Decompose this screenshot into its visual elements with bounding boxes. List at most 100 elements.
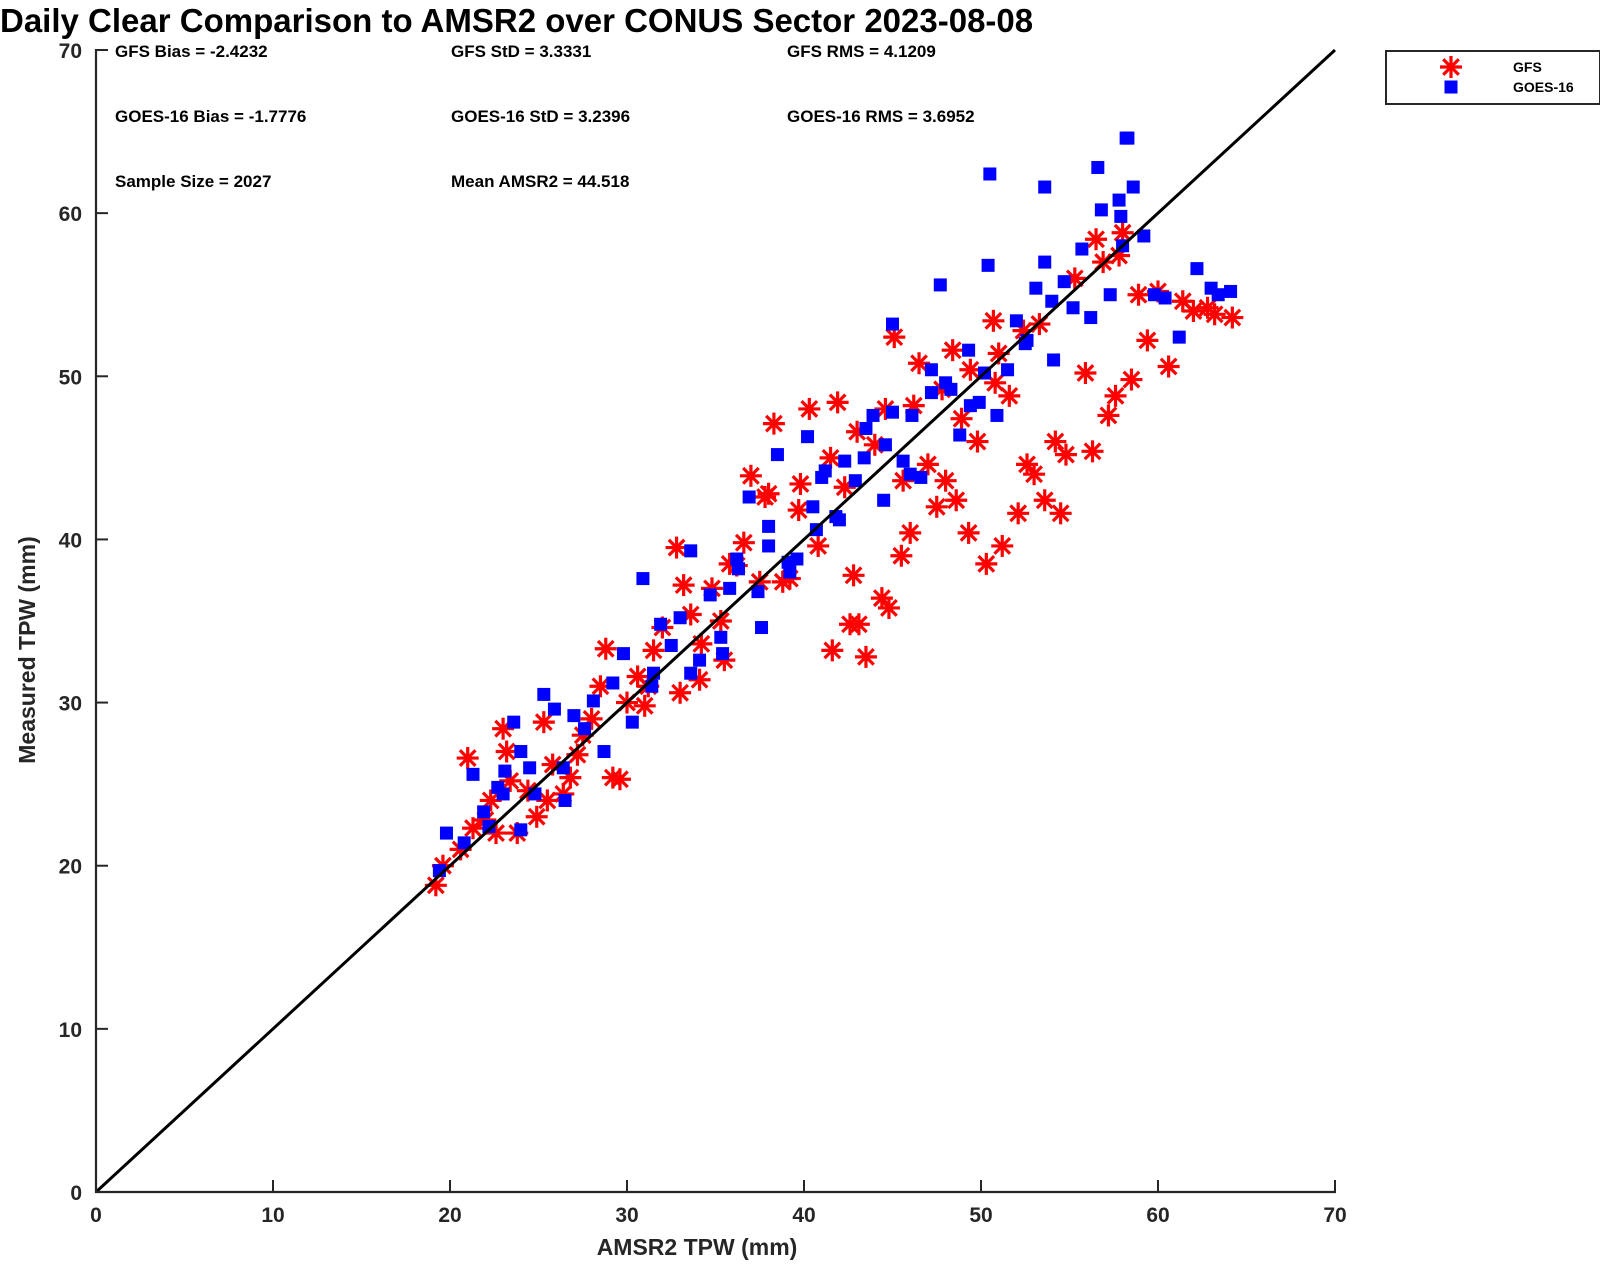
gfs-point — [1104, 384, 1127, 407]
goes-16-point — [1084, 311, 1098, 325]
legend-label: GOES-16 — [1513, 79, 1574, 95]
legend: GFS GOES-16 — [1385, 50, 1600, 105]
y-tick-label: 60 — [59, 203, 82, 226]
goes-16-point — [1158, 291, 1172, 305]
gfs-point — [899, 521, 922, 544]
gfs-point — [1203, 303, 1226, 326]
goes-16-point — [714, 630, 728, 644]
goes-16-point — [924, 386, 938, 400]
goes-16-point — [732, 562, 746, 576]
goes-16-point — [654, 617, 668, 631]
goes-16-point — [770, 448, 784, 462]
reference-line — [94, 48, 1337, 1194]
legend-box — [1385, 50, 1600, 105]
stat-text: GOES-16 StD = 3.2396 — [451, 107, 630, 126]
gfs-point — [672, 574, 695, 597]
gfs-point — [890, 544, 913, 567]
gfs-point — [877, 596, 900, 619]
gfs-point — [950, 407, 973, 430]
gfs-point — [479, 789, 502, 812]
gfs-point — [1054, 443, 1077, 466]
gfs-point — [485, 822, 508, 845]
goes-16-point — [790, 552, 804, 566]
gfs-point — [1120, 368, 1143, 391]
stat-text: GFS StD = 3.3331 — [451, 42, 591, 61]
gfs-point — [787, 499, 810, 522]
x-tick-label: 10 — [261, 1204, 284, 1227]
x-tick-label: 40 — [792, 1204, 815, 1227]
gfs-point — [762, 412, 785, 435]
goes-16-point — [684, 666, 698, 680]
gfs-point — [713, 649, 736, 672]
y-ticks: 0 10 20 30 40 50 60 70 — [59, 40, 108, 1205]
goes-16-point — [1038, 255, 1052, 269]
x-tick-label: 60 — [1146, 1204, 1169, 1227]
goes-16-point — [1094, 203, 1108, 217]
gfs-point — [959, 358, 982, 381]
goes-16-point — [801, 430, 815, 444]
gfs-point — [732, 531, 755, 554]
goes-16-point — [1038, 180, 1052, 194]
stat-text: GFS RMS = 4.1209 — [787, 42, 936, 61]
goes-16-point — [1147, 288, 1161, 302]
gfs-point — [589, 675, 612, 698]
goes-16-point — [806, 500, 820, 514]
gfs-point — [1049, 502, 1072, 525]
stat-text: GOES-16 Bias = -1.7776 — [115, 107, 306, 126]
goes-16-point — [673, 611, 687, 625]
goes-16-point — [1075, 242, 1089, 256]
y-axis-label: Measured TPW (mm) — [14, 536, 40, 763]
goes-16-point — [1066, 301, 1080, 315]
goes-16-point — [1137, 229, 1151, 243]
goes-16-point — [477, 805, 491, 819]
goes-16-point — [1172, 330, 1186, 344]
y-tick-label: 40 — [59, 529, 82, 552]
gfs-point — [1085, 228, 1108, 251]
goes-16-point — [457, 836, 471, 850]
x-tick-label: 30 — [615, 1204, 638, 1227]
gfs-point — [883, 326, 906, 349]
y-tick-label: 70 — [59, 40, 82, 63]
goes-16-point — [859, 421, 873, 435]
goes-16-point — [755, 621, 769, 635]
gfs-point — [1157, 355, 1180, 378]
goes-16-point — [1114, 209, 1128, 223]
goes-16-point — [903, 467, 917, 481]
goes-16-point — [1009, 314, 1023, 328]
gfs-point — [1127, 283, 1150, 306]
goes-16-point — [832, 513, 846, 527]
goes-16-point — [498, 764, 512, 778]
gfs-point — [1182, 300, 1205, 323]
gfs-point — [669, 681, 692, 704]
gfs-point — [789, 472, 812, 495]
stat-text: Mean AMSR2 = 44.518 — [451, 172, 629, 191]
gfs-point — [642, 639, 665, 662]
goes-16-point — [1057, 275, 1071, 289]
goes-16-point — [963, 399, 977, 413]
goes-16-point — [877, 493, 891, 507]
goes-16-point — [990, 408, 1004, 422]
gfs-point — [690, 632, 713, 655]
gfs-point — [665, 536, 688, 559]
goes-16-point — [537, 687, 551, 701]
goes-16-point — [578, 722, 592, 736]
gfs-point — [1044, 430, 1067, 453]
gfs-point — [633, 694, 656, 717]
goes-16-point — [981, 258, 995, 272]
gfs-point — [462, 817, 485, 840]
goes-16-point — [597, 745, 611, 759]
goes-16-point — [1121, 131, 1135, 145]
goes-16-point — [664, 638, 678, 652]
gfs-point — [991, 534, 1014, 557]
legend-gfs-marker — [1440, 56, 1462, 78]
goes-16-point — [466, 767, 480, 781]
goes-16-point — [848, 474, 862, 488]
goes-16-point — [693, 653, 707, 667]
gfs-point — [821, 639, 844, 662]
goes-16-point — [1047, 353, 1061, 367]
gfs-point — [925, 495, 948, 518]
goes-16-point — [1190, 262, 1204, 276]
goes-16-point — [896, 454, 910, 468]
goes-16-point — [983, 167, 997, 181]
stat-text: GFS Bias = -2.4232 — [115, 42, 268, 61]
